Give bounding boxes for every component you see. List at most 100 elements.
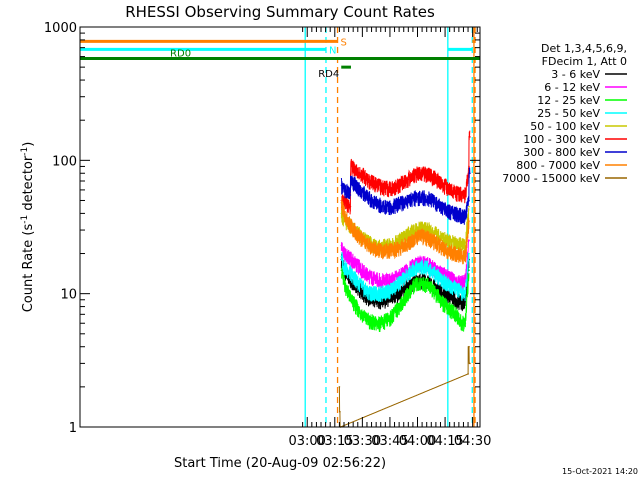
data-point (368, 180, 371, 182)
data-point (449, 284, 452, 287)
data-point (339, 411, 341, 413)
data-point (468, 199, 470, 202)
data-point (340, 244, 343, 247)
data-point (407, 233, 410, 235)
data-point (389, 279, 391, 282)
data-point (427, 173, 430, 176)
data-point (420, 282, 423, 284)
data-point (343, 212, 345, 215)
data-point (427, 284, 430, 287)
data-point (449, 295, 452, 298)
data-point (407, 273, 410, 276)
series-line (340, 167, 471, 225)
flag-label-n: N (329, 45, 336, 56)
data-point (350, 165, 353, 168)
y-tick-label: 10 (60, 288, 77, 303)
data-point (372, 247, 375, 249)
x-tick-label: 03:00 (288, 434, 325, 449)
y-axis-label-exp2: -1 (20, 147, 30, 156)
data-point (468, 165, 470, 168)
data-point (455, 313, 457, 316)
data-point (413, 197, 415, 199)
legend-label: 50 - 100 keV (530, 120, 600, 133)
data-point (460, 292, 463, 295)
data-point (376, 203, 378, 205)
data-point (413, 229, 415, 231)
x-tick-label: 04:30 (454, 434, 491, 449)
legend-label: 300 - 800 keV (523, 146, 600, 159)
series-800-7000-kev (340, 197, 470, 265)
plot-frame (79, 26, 481, 428)
data-point (343, 282, 345, 284)
data-point (442, 302, 445, 304)
y-axis-ticks: 1 10 100 1000 (44, 21, 480, 436)
data-point (469, 172, 471, 175)
data-point (398, 305, 400, 308)
data-point (365, 273, 367, 276)
data-point (420, 235, 423, 237)
legend-label: 12 - 25 keV (537, 94, 600, 107)
data-point (338, 386, 341, 388)
data-point (442, 184, 445, 187)
data-point (435, 202, 437, 204)
footer-date-stamp: 15-Oct-2021 14:20 (562, 467, 638, 476)
series-7000-15000-kev (338, 345, 471, 428)
flag-label-rd4: RD4 (318, 69, 339, 80)
data-point (449, 211, 452, 213)
data-point (343, 252, 345, 255)
data-point (455, 299, 457, 301)
data-point (427, 267, 430, 270)
data-point (442, 207, 445, 209)
legend-label: 7000 - 15000 keV (502, 172, 600, 185)
data-point (442, 279, 445, 282)
data-point (407, 178, 410, 181)
data-point (389, 249, 391, 252)
x-axis-label: Start Time (20-Aug-09 02:56:22) (174, 456, 386, 471)
data-point (435, 287, 437, 289)
data-point (420, 196, 423, 198)
data-point (449, 309, 452, 312)
legend-label: 3 - 6 keV (551, 68, 600, 81)
data-point (442, 247, 445, 249)
data-point (455, 287, 457, 289)
data-point (460, 282, 463, 284)
series-line (338, 346, 470, 428)
legend-header-1: Det 1,3,4,5,6,9, (541, 42, 627, 55)
flag-label-rd0: RD0 (170, 49, 191, 60)
data-point (435, 242, 437, 244)
data-point (357, 282, 360, 284)
data-point (449, 241, 452, 243)
data-point (407, 292, 410, 295)
y-tick-label: 1 (69, 421, 77, 436)
data-point (350, 258, 353, 261)
data-point (468, 345, 470, 348)
data-point (343, 189, 345, 191)
legend-label: 25 - 50 keV (537, 107, 600, 120)
legend: Det 1,3,4,5,6,9, FDecim 1, Att 0 3 - 6 k… (502, 42, 627, 185)
data-point (349, 205, 352, 208)
data-point (383, 205, 386, 208)
data-point (379, 249, 382, 252)
data-point (357, 309, 360, 312)
data-point (427, 229, 430, 231)
data-point (340, 269, 343, 272)
data-point (460, 255, 463, 258)
data-point (350, 225, 353, 228)
y-axis-label-end: ) (21, 142, 36, 147)
data-point (420, 265, 423, 268)
data-point (468, 205, 470, 208)
data-point (407, 242, 410, 244)
flag-label-s: S (341, 37, 347, 48)
x-tick-label: 03:15 (316, 434, 353, 449)
y-axis-label-mid: detector (21, 155, 36, 215)
data-point (435, 273, 437, 276)
series-12-25-kev (340, 266, 470, 333)
series-25-50-kev (340, 251, 470, 303)
data-point (420, 172, 423, 175)
data-point (389, 317, 391, 320)
data-point (449, 277, 452, 280)
data-point (372, 322, 375, 325)
data-point (449, 189, 452, 191)
data-point (368, 197, 371, 199)
x-tick-label: 04:15 (426, 434, 463, 449)
